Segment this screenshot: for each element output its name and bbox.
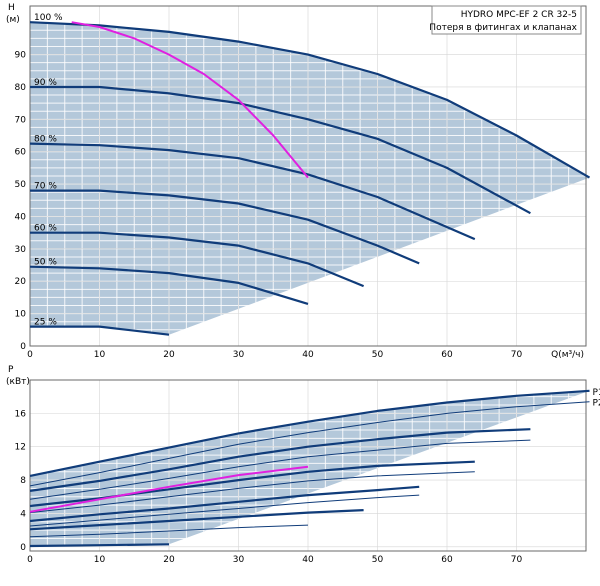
power-xtick-label: 50 xyxy=(372,555,384,565)
head-xtick-label: 0 xyxy=(27,350,33,360)
head-xtick-label: 60 xyxy=(441,350,453,360)
power-ytick-label: 16 xyxy=(15,409,27,419)
power-ytick-label: 12 xyxy=(15,443,26,453)
head-ytick-label: 0 xyxy=(20,342,26,352)
speed-label-70: 70 % xyxy=(34,182,57,192)
head-yunit: (м) xyxy=(6,15,20,25)
title-box-frame xyxy=(431,5,582,35)
power-label-p2: P2 xyxy=(592,399,600,409)
head-ytick-label: 30 xyxy=(15,245,27,255)
power-curve-5 xyxy=(29,471,475,514)
power-curve-9 xyxy=(29,524,309,538)
power-curve-p1 xyxy=(29,389,590,477)
head-curve-100 xyxy=(29,21,591,179)
head-xtick-label: 70 xyxy=(511,350,523,360)
head-xtick-label: 40 xyxy=(302,350,314,360)
head-flow-chart: 0 10 20 30 40 50 60 70 0 10 20 30 40 50 60 70 80 90 H (м) Q(… xyxy=(6,3,591,360)
power-xtick-label: 70 xyxy=(511,555,523,565)
title-box: HYDRO MPC-EF 2 CR 32-5 Потеря в фитингах… xyxy=(429,5,582,35)
head-ytick-label: 70 xyxy=(15,115,27,125)
power-curve-10 xyxy=(29,543,170,548)
head-ytick-label: 80 xyxy=(15,83,27,93)
speed-label-80: 80 % xyxy=(34,135,57,145)
head-xlabel: Q(м³/ч) xyxy=(551,350,584,360)
head-xtick-label: 50 xyxy=(372,350,384,360)
head-curve-60 xyxy=(30,231,365,288)
power-yunit: (кВт) xyxy=(6,377,30,387)
head-ylabel: H xyxy=(8,3,15,13)
head-ytick-label: 10 xyxy=(15,310,27,320)
speed-label-60: 60 % xyxy=(34,224,57,234)
head-system-curve xyxy=(71,21,309,179)
head-xtick-label: 10 xyxy=(94,350,106,360)
power-ytick-label: 4 xyxy=(20,509,26,519)
power-xtick-label: 10 xyxy=(94,555,106,565)
head-xtick-label: 20 xyxy=(163,350,175,360)
power-xtick-label: 60 xyxy=(441,555,453,565)
speed-label-100: 100 % xyxy=(34,13,63,23)
product-title: HYDRO MPC-EF 2 CR 32-5 xyxy=(461,10,577,20)
speed-label-50: 50 % xyxy=(34,258,57,268)
power-ylabel: P xyxy=(8,365,14,375)
power-curve-2 xyxy=(29,428,531,492)
speed-label-25: 25 % xyxy=(34,318,57,328)
power-xtick-label: 0 xyxy=(27,555,33,565)
power-curve-p2 xyxy=(29,401,590,487)
power-plot-frame xyxy=(29,379,587,552)
power-xtick-label: 20 xyxy=(163,555,175,565)
head-ytick-label: 20 xyxy=(15,277,27,287)
losses-note: Потеря в фитингах и клапанах xyxy=(429,23,577,33)
head-ytick-label: 50 xyxy=(15,180,27,190)
power-label-p1: P1 xyxy=(592,388,600,398)
power-curve-3 xyxy=(29,439,531,500)
power-curve-7 xyxy=(29,494,420,527)
power-curve-6 xyxy=(29,485,420,523)
power-ytick-label: 8 xyxy=(20,476,26,486)
head-ytick-label: 40 xyxy=(15,212,27,222)
head-curve-70 xyxy=(30,189,420,265)
power-xtick-label: 30 xyxy=(233,555,245,565)
speed-label-90: 90 % xyxy=(34,78,57,88)
head-curve-80 xyxy=(29,142,476,241)
power-ytick-label: 0 xyxy=(20,543,26,553)
head-curve-90 xyxy=(30,85,531,215)
power-system-curve xyxy=(29,465,309,513)
head-ytick-label: 60 xyxy=(15,148,27,158)
power-curve-8 xyxy=(29,509,364,531)
power-xtick-label: 40 xyxy=(302,555,314,565)
head-xtick-label: 30 xyxy=(233,350,245,360)
head-curve-25 xyxy=(30,325,170,336)
power-flow-chart: 0 10 20 30 40 50 60 70 0 4 8 12 16 P (кВт) P1P2 xyxy=(6,365,600,565)
head-ytick-label: 90 xyxy=(15,51,27,61)
head-curve-50 xyxy=(29,265,309,305)
